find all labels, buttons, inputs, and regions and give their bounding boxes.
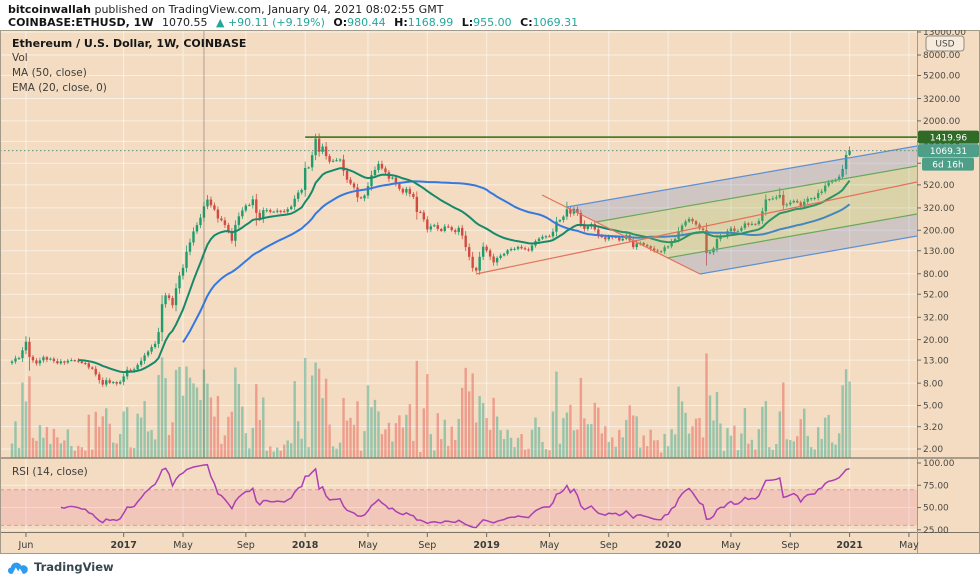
svg-text:Jun: Jun bbox=[18, 540, 34, 551]
chart-area[interactable]: 13000.008000.005200.003200.002000.001300… bbox=[0, 28, 980, 554]
svg-text:50.00: 50.00 bbox=[923, 504, 949, 514]
svg-text:13.00: 13.00 bbox=[923, 356, 949, 366]
currency-label: USD bbox=[935, 40, 954, 50]
candlestick-series bbox=[10, 133, 851, 387]
author-name: bitcoinwallah bbox=[8, 3, 91, 16]
close-value: 1069.31 bbox=[532, 16, 579, 29]
svg-text:32.00: 32.00 bbox=[923, 314, 949, 324]
channel-band bbox=[596, 166, 917, 258]
svg-text:1069.31: 1069.31 bbox=[930, 147, 967, 157]
drawings-layer[interactable] bbox=[0, 30, 917, 458]
svg-text:52.00: 52.00 bbox=[923, 290, 949, 300]
high-label: H: bbox=[394, 16, 408, 29]
volume-bars bbox=[10, 353, 851, 458]
channel-line bbox=[699, 235, 917, 275]
svg-text:80.00: 80.00 bbox=[923, 270, 949, 280]
low-label: L: bbox=[461, 16, 474, 29]
symbol-title: COINBASE:ETHUSD, 1W bbox=[8, 16, 154, 29]
svg-text:2020: 2020 bbox=[655, 540, 682, 551]
chart-background bbox=[0, 30, 980, 554]
svg-text:Sep: Sep bbox=[418, 540, 436, 551]
svg-text:130.00: 130.00 bbox=[923, 247, 955, 257]
svg-text:2021: 2021 bbox=[836, 540, 862, 551]
legend-ma50[interactable]: MA (50, close) bbox=[12, 67, 87, 79]
trendline bbox=[541, 194, 701, 275]
publish-info-line: bitcoinwallah published on TradingView.c… bbox=[8, 3, 980, 16]
bar-countdown-label bbox=[922, 157, 974, 171]
time-axis[interactable]: Jun 2017 May Sep 2018 May Sep 2019 May Sep 2020 May… bbox=[18, 533, 920, 551]
symbol-status-line: COINBASE:ETHUSD, 1W 1070.55 ▲ +90.11 (+9… bbox=[8, 16, 980, 29]
high-value: 1168.99 bbox=[407, 16, 454, 29]
channel-line bbox=[566, 145, 917, 208]
svg-text:8.00: 8.00 bbox=[923, 379, 943, 389]
close-label: C: bbox=[520, 16, 533, 29]
svg-text:8000.00: 8000.00 bbox=[923, 51, 960, 61]
last-price-label bbox=[918, 144, 979, 158]
svg-text:2019: 2019 bbox=[473, 540, 499, 551]
open-value: 980.44 bbox=[347, 16, 386, 29]
svg-text:5.00: 5.00 bbox=[923, 402, 943, 412]
last-price-value: 1070.55 bbox=[161, 16, 208, 29]
svg-text:1419.96: 1419.96 bbox=[930, 133, 967, 143]
svg-text:Sep: Sep bbox=[781, 540, 799, 551]
rsi-line bbox=[60, 463, 850, 529]
tradingview-logo-icon[interactable] bbox=[8, 560, 28, 575]
channel-band bbox=[667, 214, 917, 274]
legend-symbol[interactable]: Ethereum / U.S. Dollar, 1W, COINBASE bbox=[12, 37, 247, 50]
footer: TradingView bbox=[0, 554, 980, 580]
svg-text:6d 16h: 6d 16h bbox=[932, 160, 963, 170]
header: bitcoinwallah published on TradingView.c… bbox=[0, 0, 980, 30]
svg-text:May: May bbox=[358, 540, 378, 551]
chart-legend: Ethereum / U.S. Dollar, 1W, COINBASE Vol… bbox=[12, 36, 246, 96]
svg-text:2000.00: 2000.00 bbox=[923, 117, 960, 127]
svg-text:2.00: 2.00 bbox=[923, 445, 943, 455]
svg-text:Sep: Sep bbox=[237, 540, 255, 551]
price-chart-canvas[interactable]: 13000.008000.005200.003200.002000.001300… bbox=[0, 28, 980, 554]
svg-text:320.00: 320.00 bbox=[923, 204, 955, 214]
rsi-indicator-label[interactable]: RSI (14, close) bbox=[12, 466, 88, 478]
channel-line bbox=[595, 165, 917, 223]
trendline bbox=[475, 181, 917, 275]
svg-text:100.00: 100.00 bbox=[923, 459, 955, 469]
svg-text:75.00: 75.00 bbox=[923, 481, 949, 491]
svg-text:3200.00: 3200.00 bbox=[923, 95, 960, 105]
rsi-pane bbox=[0, 463, 917, 529]
svg-text:5200.00: 5200.00 bbox=[923, 72, 960, 82]
svg-text:2018: 2018 bbox=[292, 540, 319, 551]
svg-text:May: May bbox=[899, 540, 919, 551]
svg-text:May: May bbox=[540, 540, 560, 551]
svg-text:May: May bbox=[173, 540, 193, 551]
currency-toggle-button[interactable] bbox=[925, 35, 965, 52]
svg-text:13000.00: 13000.00 bbox=[923, 30, 966, 38]
svg-text:2017: 2017 bbox=[110, 540, 136, 551]
open-label: O: bbox=[333, 16, 348, 29]
svg-text:200.00: 200.00 bbox=[923, 226, 955, 236]
ema20-line bbox=[78, 167, 851, 374]
svg-text:Sep: Sep bbox=[600, 540, 618, 551]
brand-name[interactable]: TradingView bbox=[34, 560, 114, 574]
legend-volume[interactable]: Vol bbox=[12, 52, 28, 64]
svg-text:20.00: 20.00 bbox=[923, 336, 949, 346]
svg-text:3.20: 3.20 bbox=[923, 423, 943, 433]
price-change: ▲ +90.11 (+9.19%) bbox=[215, 16, 325, 29]
low-value: 955.00 bbox=[473, 16, 512, 29]
legend-ema20[interactable]: EMA (20, close, 0) bbox=[12, 82, 107, 94]
published-text: published on TradingView.com, January 04… bbox=[90, 3, 444, 16]
channel-line bbox=[666, 213, 917, 259]
level-price-label bbox=[918, 130, 979, 144]
price-axis[interactable]: 13000.008000.005200.003200.002000.001300… bbox=[917, 28, 979, 536]
channel-band bbox=[567, 146, 917, 222]
svg-text:25.00: 25.00 bbox=[923, 526, 949, 536]
svg-text:520.00: 520.00 bbox=[923, 181, 955, 191]
svg-text:May: May bbox=[721, 540, 741, 551]
